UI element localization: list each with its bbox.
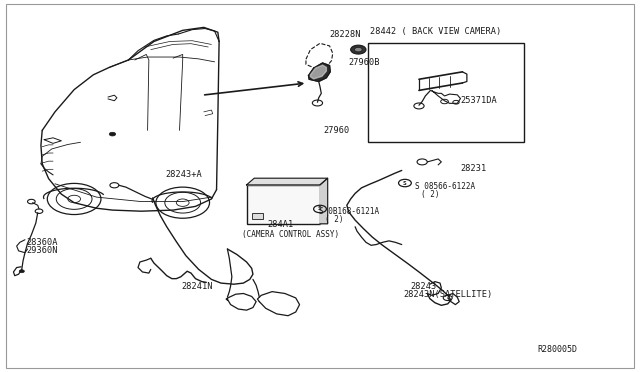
- Bar: [368, 43, 524, 142]
- Text: 25371DA: 25371DA: [461, 96, 497, 105]
- Text: 29360N: 29360N: [26, 246, 58, 255]
- Polygon shape: [308, 63, 330, 81]
- Circle shape: [19, 270, 24, 273]
- Text: 284A1: 284A1: [268, 221, 294, 230]
- Polygon shape: [246, 178, 328, 185]
- Text: 28241N: 28241N: [181, 282, 213, 291]
- Text: 28243: 28243: [411, 282, 437, 291]
- Text: 28243N(SATELLITE): 28243N(SATELLITE): [403, 290, 492, 299]
- Text: S 08566-6122A: S 08566-6122A: [415, 182, 475, 191]
- Polygon shape: [320, 178, 328, 224]
- Text: 27960: 27960: [323, 126, 349, 135]
- Text: 28442 ( BACK VIEW CAMERA): 28442 ( BACK VIEW CAMERA): [370, 26, 501, 36]
- Bar: [246, 185, 320, 224]
- Text: S: S: [318, 206, 322, 211]
- Polygon shape: [310, 65, 326, 79]
- Text: R280005D: R280005D: [537, 345, 577, 354]
- Bar: [252, 214, 263, 219]
- Text: 28228N: 28228N: [330, 29, 361, 39]
- Text: ( 2): ( 2): [421, 190, 440, 199]
- Text: S: S: [403, 180, 407, 186]
- Circle shape: [351, 45, 366, 54]
- Text: 28231: 28231: [461, 164, 487, 173]
- Text: (CAMERA CONTROL ASSY): (CAMERA CONTROL ASSY): [242, 230, 339, 239]
- Text: S 0B168-6121A: S 0B168-6121A: [319, 208, 379, 217]
- Circle shape: [109, 132, 116, 136]
- Text: ( 2): ( 2): [325, 215, 344, 224]
- Circle shape: [355, 47, 362, 52]
- Text: 27960B: 27960B: [349, 58, 380, 67]
- Text: 28243+A: 28243+A: [166, 170, 202, 179]
- Text: 28360A: 28360A: [26, 238, 58, 247]
